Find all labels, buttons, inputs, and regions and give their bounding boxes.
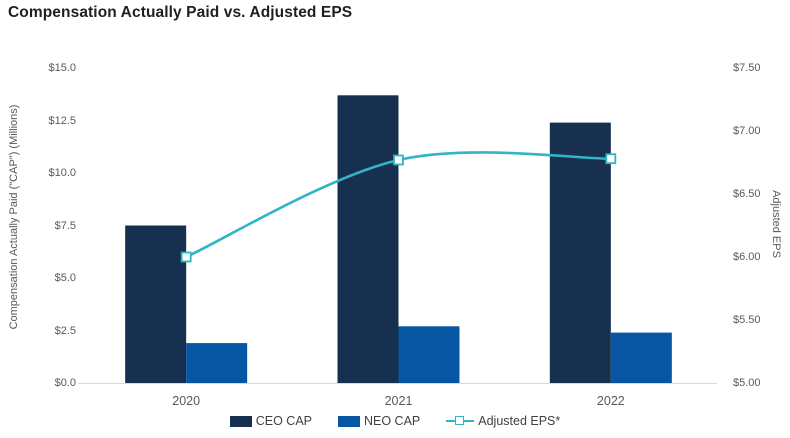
right-axis-tick-label: $7.00 <box>733 125 761 137</box>
line-marker <box>180 251 192 263</box>
left-axis-tick-label: $12.5 <box>48 114 76 127</box>
x-axis-category-label: 2021 <box>384 394 413 408</box>
x-axis-category-label: 2020 <box>172 394 201 408</box>
legend-bar-swatch <box>338 415 360 427</box>
legend-item-adjusted-eps-: Adjusted EPS* <box>446 414 560 428</box>
legend: CEO CAP NEO CAP Adjusted EPS* <box>0 414 790 428</box>
bar-neo-cap <box>398 326 460 383</box>
left-axis-tick-label: $5.0 <box>54 272 76 284</box>
x-axis-category-label: 2022 <box>596 394 625 408</box>
legend-label: Adjusted EPS* <box>478 414 561 428</box>
chart-title: Compensation Actually Paid vs. Adjusted … <box>8 4 353 21</box>
right-axis-tick-label: $6.50 <box>733 188 761 200</box>
bar-ceo-cap <box>549 122 611 383</box>
left-axis-tick-label: $2.5 <box>54 324 76 337</box>
bar-ceo-cap <box>125 225 187 383</box>
line-marker <box>393 154 404 166</box>
bar-neo-cap <box>186 343 248 383</box>
right-axis-tick-label: $5.50 <box>733 314 761 326</box>
right-axis-tick-label: $6.00 <box>733 251 761 263</box>
bar-neo-cap <box>610 332 672 383</box>
left-axis-tick-label: $0.0 <box>54 377 76 389</box>
legend-bar-swatch <box>229 415 252 427</box>
left-axis-tick-label: $7.5 <box>54 219 76 232</box>
legend-item-ceo-cap: CEO CAP <box>229 414 312 428</box>
left-axis-tick-label: $15.0 <box>48 62 76 74</box>
bar-ceo-cap <box>337 95 399 384</box>
line-marker <box>605 153 617 165</box>
legend-item-neo-cap: NEO CAP <box>338 414 420 428</box>
legend-line-marker <box>455 416 465 425</box>
legend-line-swatch <box>446 416 475 427</box>
legend-label: CEO CAP <box>255 414 312 428</box>
right-axis-tick-label: $7.50 <box>733 62 761 74</box>
left-axis-tick-label: $10.0 <box>48 167 76 179</box>
legend-label: NEO CAP <box>364 414 421 428</box>
right-axis-tick-label: $5.00 <box>733 377 761 389</box>
